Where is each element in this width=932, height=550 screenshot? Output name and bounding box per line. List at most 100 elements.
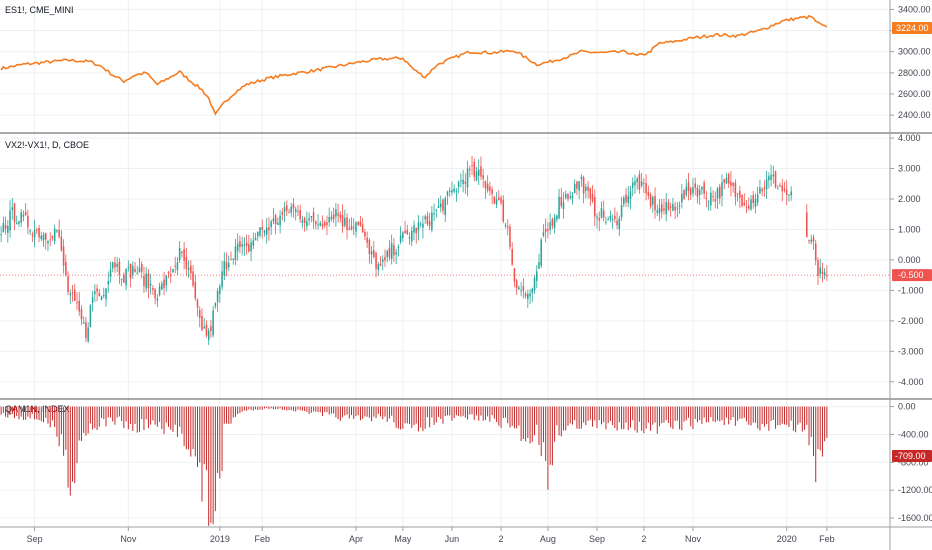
vx-candle-body — [174, 265, 176, 267]
vx-candle-body — [42, 234, 45, 241]
time-tick-label: Apr — [349, 534, 363, 544]
vx-candle-body — [623, 197, 625, 205]
index-tick-label: -800.00 — [898, 457, 929, 467]
vx-candle-body — [172, 269, 174, 272]
vx-candle-body — [163, 279, 165, 289]
vx-candle-body — [156, 298, 159, 301]
vx-candle-body — [49, 239, 51, 241]
vx-candle-body — [426, 215, 429, 224]
vx-price-axis[interactable]: 4.000 3.000 2.000 1.000 0.000 -1.000 -2.000 -3.… — [890, 133, 924, 387]
vx-candle-body — [808, 240, 810, 242]
vx-candle-body — [482, 175, 484, 179]
vx-candle-body — [511, 249, 513, 265]
vx-candle-body — [788, 194, 790, 196]
vx-candle-body — [569, 196, 572, 198]
es-line-series — [0, 14, 828, 116]
time-axis[interactable]: Sep Nov 2019 Feb Apr May Jun 2 Aug Sep 2 Nov 2020 Feb — [27, 527, 835, 544]
vx-candle-body — [462, 179, 464, 185]
vx-candle-body — [446, 191, 449, 196]
vx-candle-body — [620, 205, 623, 218]
vx-candle-body — [234, 246, 237, 260]
vx-candle-body — [518, 287, 520, 290]
time-tick-label: Jun — [445, 534, 460, 544]
vx-candle-body — [410, 230, 413, 242]
vx-candle-body — [535, 271, 538, 281]
vx-candle-body — [640, 181, 643, 186]
vx-candle-body — [524, 293, 527, 297]
vx-candle-body — [480, 166, 482, 177]
vx-candle-body — [96, 288, 98, 292]
vx-candle-body — [618, 218, 621, 230]
vx-candle-body — [221, 271, 223, 288]
vx-tick-label: 3.000 — [898, 164, 921, 174]
es-last-value-label: 3224.00 — [896, 23, 929, 33]
vx-candle-body — [498, 197, 500, 201]
vx-candle-body — [216, 290, 219, 302]
vx-candle-body — [725, 177, 728, 184]
vx-candle-body — [428, 221, 431, 226]
es-tick-label: 3400.00 — [898, 4, 931, 14]
vx-candle-body — [424, 216, 426, 220]
vx-candle-body — [31, 234, 34, 236]
vx-candle-body — [739, 190, 741, 198]
vx-candle-body — [779, 185, 781, 187]
vx-candle-body — [370, 251, 373, 255]
vx-candle-body — [437, 205, 440, 208]
vx-candle-body — [243, 244, 246, 246]
vx-tick-label: 4.000 — [898, 133, 921, 143]
vx-candle-body — [24, 211, 27, 216]
vx-candle-body — [538, 262, 540, 269]
vx-candle-body — [531, 288, 534, 293]
time-tick-label: 2019 — [210, 534, 230, 544]
vx-candle-body — [261, 226, 264, 230]
vx-candle-body — [239, 241, 241, 248]
index-price-axis[interactable]: 0.00 -400.00 -800.00 -1200.00 -1600.00 — [890, 402, 932, 523]
vx-candle-body — [20, 212, 22, 223]
vx-candle-body — [451, 190, 453, 193]
vx-candle-body — [489, 186, 491, 191]
vx-candle-body — [40, 235, 43, 240]
vx-candle-body — [741, 194, 743, 206]
vx-candle-body — [520, 290, 522, 292]
vx-candle-body — [408, 237, 411, 239]
vx-candle-body — [745, 206, 748, 208]
vx-candle-body — [299, 209, 301, 220]
vx-candle-body — [248, 244, 250, 252]
vx-candle-body — [214, 303, 217, 307]
vx-candle-body — [790, 191, 792, 196]
vx-candle-body — [703, 182, 705, 194]
vx-candle-body — [87, 327, 89, 342]
vx-candle-body — [529, 293, 531, 297]
vx-candle-body — [393, 245, 395, 256]
vx-candle-body — [564, 194, 567, 198]
vx-candle-body — [76, 302, 78, 304]
vx-candle-body — [265, 227, 268, 235]
vx-candle-body — [178, 248, 181, 261]
vx-candle-body — [138, 267, 141, 273]
vx-candle-body — [13, 203, 16, 223]
vx-candle-body — [158, 286, 161, 296]
vx-candle-body — [286, 205, 288, 211]
vx-candle-body — [625, 194, 627, 203]
vx-candle-body — [53, 228, 56, 242]
vx-candle-body — [654, 195, 656, 211]
vx-candle-body — [11, 207, 14, 210]
vx-candle-body — [674, 206, 676, 211]
vx-candle-body — [629, 191, 632, 199]
vx-candle-body — [140, 263, 143, 272]
vx-candle-body — [268, 227, 270, 231]
vx-candle-body — [551, 219, 554, 227]
vx-candle-body — [256, 231, 259, 237]
vx-candle-body — [683, 190, 685, 200]
vx-candle-body — [272, 218, 275, 222]
vx-candle-body — [321, 223, 324, 227]
vx-candle-body — [475, 171, 478, 181]
vx-candle-body — [149, 283, 152, 286]
vx-candle-body — [614, 216, 616, 219]
vx-candle-body — [190, 265, 192, 274]
vx-candle-body — [736, 193, 739, 195]
vx-candle-body — [4, 224, 7, 229]
time-tick-label: Nov — [120, 534, 137, 544]
vx-candle-body — [765, 179, 768, 190]
vx-candle-body — [649, 194, 652, 207]
